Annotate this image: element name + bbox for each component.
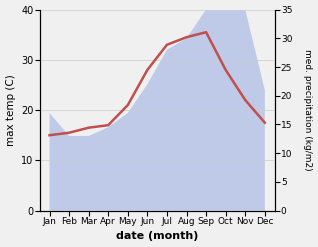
Y-axis label: max temp (C): max temp (C) — [5, 74, 16, 146]
Y-axis label: med. precipitation (kg/m2): med. precipitation (kg/m2) — [303, 49, 313, 171]
X-axis label: date (month): date (month) — [116, 231, 198, 242]
